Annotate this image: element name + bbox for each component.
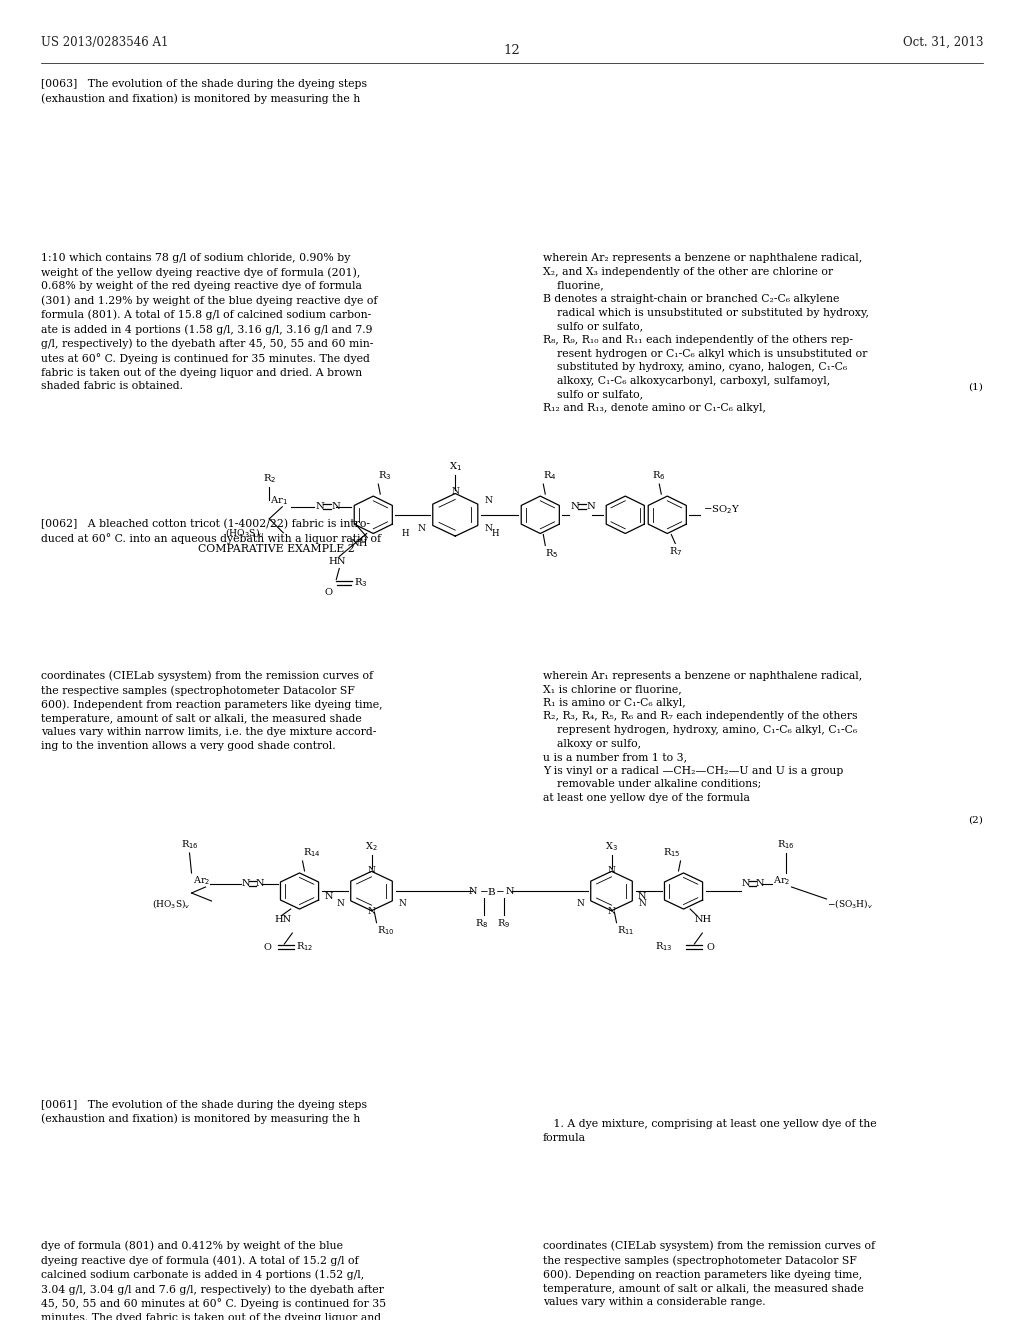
Text: NH: NH: [694, 915, 712, 924]
Text: (HO$_3$S)$_u$: (HO$_3$S)$_u$: [225, 527, 265, 540]
Text: X$_1$: X$_1$: [449, 461, 462, 474]
Text: N: N: [570, 503, 579, 511]
Text: 1:10 which contains 78 g/l of sodium chloride, 0.90% by
weight of the yellow dye: 1:10 which contains 78 g/l of sodium chl…: [41, 253, 378, 391]
Text: N: N: [242, 879, 250, 887]
Text: R$_6$: R$_6$: [652, 470, 666, 482]
Text: Ar$_2$: Ar$_2$: [193, 875, 210, 887]
Text: R$_4$: R$_4$: [544, 470, 557, 482]
Text: $-$B$-$: $-$B$-$: [478, 886, 505, 896]
Text: wherein Ar₁ represents a benzene or naphthalene radical,
X₁ is chlorine or fluor: wherein Ar₁ represents a benzene or naph…: [543, 671, 862, 803]
Text: (2): (2): [968, 816, 983, 825]
Text: R$_{14}$: R$_{14}$: [302, 846, 321, 859]
Text: R$_{13}$: R$_{13}$: [654, 941, 673, 953]
Text: N: N: [577, 899, 585, 908]
Text: Ar$_1$: Ar$_1$: [270, 495, 289, 507]
Text: R$_9$: R$_9$: [497, 917, 510, 929]
Text: N: N: [607, 866, 615, 875]
Text: US 2013/0283546 A1: US 2013/0283546 A1: [41, 36, 168, 49]
Text: COMPARATIVE EXAMPLE 2: COMPARATIVE EXAMPLE 2: [198, 544, 355, 554]
Text: N: N: [368, 907, 376, 916]
Text: (HO$_3$S)$_v$: (HO$_3$S)$_v$: [152, 896, 190, 909]
Text: N: N: [506, 887, 514, 895]
Text: (1): (1): [968, 383, 983, 392]
Text: N: N: [398, 899, 407, 908]
Text: $-$SO$_2$Y: $-$SO$_2$Y: [703, 503, 740, 516]
Text: Ar$_2$: Ar$_2$: [773, 875, 791, 887]
Text: N: N: [332, 503, 340, 511]
Text: N: N: [484, 524, 493, 533]
Text: N: N: [337, 899, 345, 908]
Text: NH: NH: [350, 539, 368, 548]
Text: HN: HN: [329, 557, 346, 565]
Text: O: O: [707, 942, 714, 952]
Text: N: N: [418, 524, 426, 533]
Text: R$_{10}$: R$_{10}$: [377, 925, 394, 937]
Text: R$_3$: R$_3$: [354, 576, 368, 589]
Text: R$_{16}$: R$_{16}$: [180, 838, 199, 851]
Text: O: O: [263, 942, 271, 952]
Text: X$_2$: X$_2$: [366, 841, 378, 853]
Text: R$_2$: R$_2$: [262, 473, 275, 484]
Text: R$_3$: R$_3$: [378, 470, 392, 482]
Text: O: O: [325, 587, 332, 597]
Text: HN: HN: [274, 915, 292, 924]
Text: N: N: [325, 891, 333, 900]
Text: R$_{16}$: R$_{16}$: [776, 838, 795, 851]
Text: $-$(SO$_3$H)$_v$: $-$(SO$_3$H)$_v$: [826, 896, 872, 909]
Text: N: N: [368, 866, 376, 875]
Text: N: N: [452, 487, 460, 496]
Text: R$_{15}$: R$_{15}$: [663, 846, 681, 859]
Text: N: N: [469, 887, 477, 895]
Text: N: N: [638, 899, 646, 908]
Text: N: N: [638, 891, 646, 900]
Text: R$_5$: R$_5$: [545, 548, 559, 560]
Text: N: N: [607, 907, 615, 916]
Text: 1. A dye mixture, comprising at least one yellow dye of the
formula: 1. A dye mixture, comprising at least on…: [543, 1119, 877, 1143]
Text: 12: 12: [504, 44, 520, 57]
Text: dye of formula (801) and 0.412% by weight of the blue
dyeing reactive dye of for: dye of formula (801) and 0.412% by weigh…: [41, 1241, 386, 1320]
Text: R$_8$: R$_8$: [475, 917, 488, 929]
Text: H: H: [492, 529, 499, 537]
Text: N: N: [315, 503, 324, 511]
Text: R$_7$: R$_7$: [669, 545, 682, 558]
Text: N: N: [484, 496, 493, 506]
Text: N: N: [256, 879, 264, 887]
Text: N: N: [587, 503, 595, 511]
Text: R$_{12}$: R$_{12}$: [296, 941, 313, 953]
Text: wherein Ar₂ represents a benzene or naphthalene radical,
X₂, and X₃ independentl: wherein Ar₂ represents a benzene or naph…: [543, 253, 868, 413]
Text: N: N: [756, 879, 764, 887]
Text: Oct. 31, 2013: Oct. 31, 2013: [902, 36, 983, 49]
Text: [0061]   The evolution of the shade during the dyeing steps
(exhaustion and fixa: [0061] The evolution of the shade during…: [41, 1100, 367, 1123]
Text: R$_{11}$: R$_{11}$: [616, 925, 634, 937]
Text: N: N: [741, 879, 750, 887]
Text: X$_3$: X$_3$: [605, 841, 617, 853]
Text: H: H: [401, 529, 409, 537]
Text: [0062]   A bleached cotton tricot (1-4002/22) fabric is intro-
duced at 60° C. i: [0062] A bleached cotton tricot (1-4002/…: [41, 519, 381, 544]
Text: coordinates (CIELab sysystem) from the remission curves of
the respective sample: coordinates (CIELab sysystem) from the r…: [543, 1241, 874, 1307]
Text: coordinates (CIELab sysystem) from the remission curves of
the respective sample: coordinates (CIELab sysystem) from the r…: [41, 671, 383, 751]
Text: [0063]   The evolution of the shade during the dyeing steps
(exhaustion and fixa: [0063] The evolution of the shade during…: [41, 79, 367, 103]
